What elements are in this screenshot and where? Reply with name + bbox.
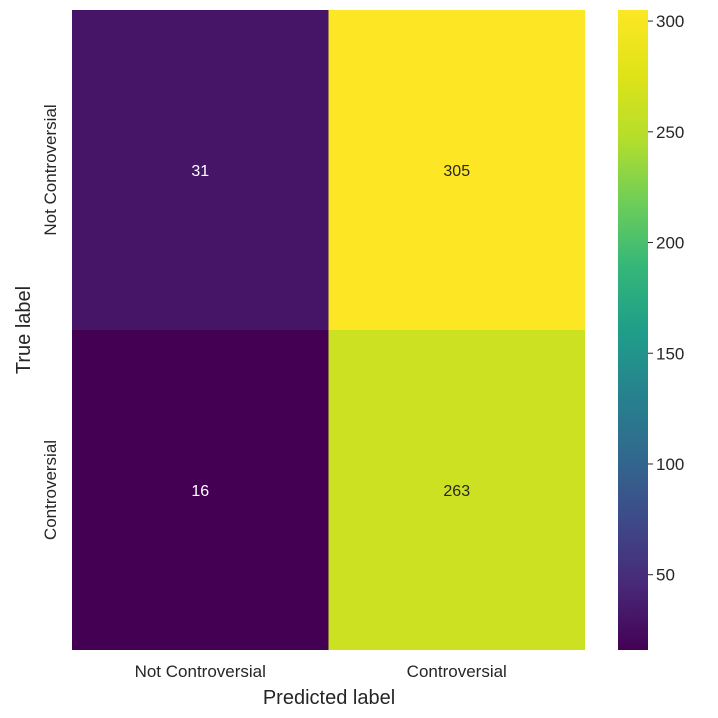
cell-value-label: 263 <box>443 483 470 500</box>
heatmap-cells <box>72 10 585 650</box>
heatmap-cell-r0-c0 <box>72 10 329 330</box>
colorbar-tick-label: 150 <box>656 344 684 363</box>
cell-value-label: 305 <box>443 163 470 180</box>
x-tick-label: Controversial <box>407 662 507 681</box>
x-axis-label: Predicted label <box>263 687 395 709</box>
y-axis-label: True label <box>13 286 35 374</box>
heatmap-cell-r1-c0 <box>72 330 329 650</box>
y-tick-label: Not Controversial <box>41 104 60 235</box>
y-tick-label: Controversial <box>41 440 60 540</box>
colorbar-tick-label: 200 <box>656 234 684 253</box>
colorbar-ticks: 50 100 150 200 250 300 <box>648 12 684 585</box>
colorbar-tick-label: 100 <box>656 455 684 474</box>
heatmap-cell-labels: 31 305 16 263 <box>191 163 470 500</box>
x-tick-label: Not Controversial <box>135 662 266 681</box>
colorbar-tick-label: 300 <box>656 12 684 31</box>
colorbar-tick-label: 50 <box>656 566 675 585</box>
colorbar-tick-label: 250 <box>656 123 684 142</box>
heatmap-cell-r1-c1 <box>328 330 585 650</box>
cell-value-label: 16 <box>191 483 209 500</box>
colorbar <box>618 10 648 650</box>
y-axis-ticks: Not Controversial Controversial <box>41 104 60 540</box>
x-axis-ticks: Not Controversial Controversial <box>135 662 507 681</box>
heatmap-cell-r0-c1 <box>328 10 585 330</box>
cell-value-label: 31 <box>191 163 209 180</box>
